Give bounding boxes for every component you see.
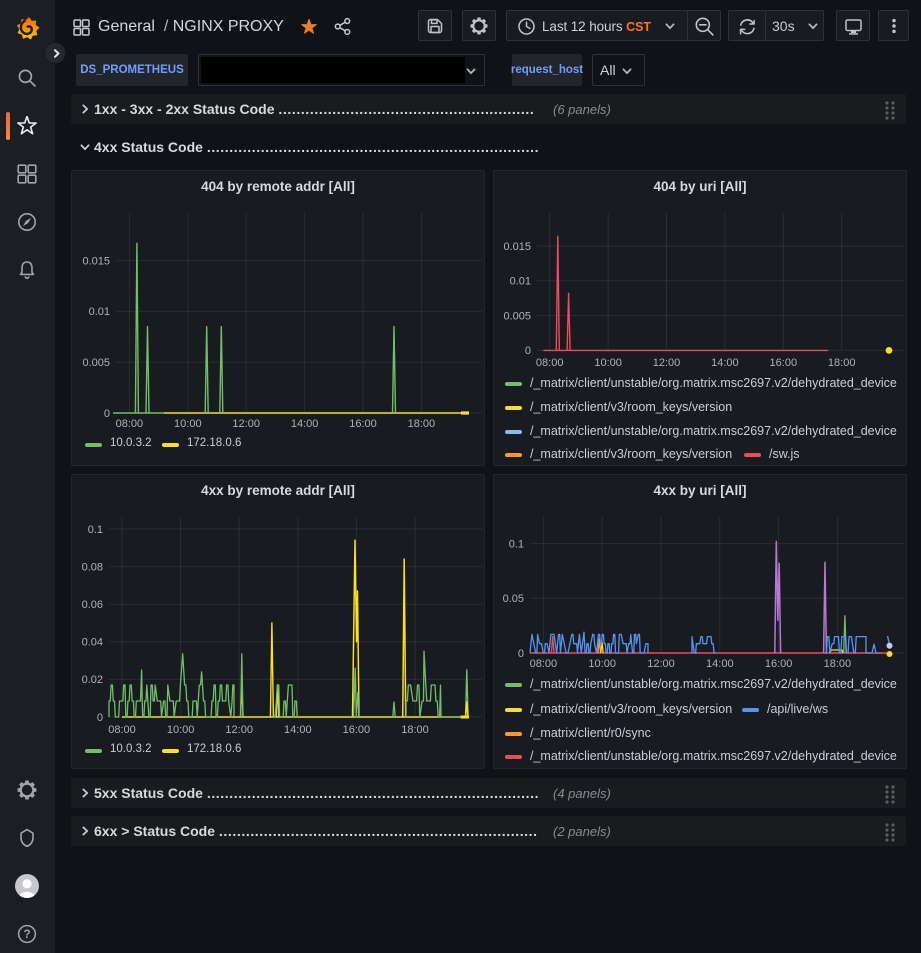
svg-text:16:00: 16:00 bbox=[343, 724, 371, 736]
svg-text:18:00: 18:00 bbox=[828, 357, 856, 369]
svg-text:10:00: 10:00 bbox=[588, 658, 616, 670]
svg-text:0.02: 0.02 bbox=[82, 674, 103, 686]
svg-text:08:00: 08:00 bbox=[108, 724, 136, 736]
svg-text:0: 0 bbox=[518, 648, 524, 660]
svg-text:18:00: 18:00 bbox=[408, 418, 436, 430]
svg-text:10:00: 10:00 bbox=[174, 418, 202, 430]
svg-text:0.01: 0.01 bbox=[89, 306, 110, 318]
svg-text:0.005: 0.005 bbox=[503, 310, 531, 322]
svg-text:14:00: 14:00 bbox=[291, 418, 319, 430]
svg-text:14:00: 14:00 bbox=[711, 357, 739, 369]
svg-text:0.05: 0.05 bbox=[503, 593, 524, 605]
svg-text:0: 0 bbox=[525, 345, 531, 357]
svg-text:08:00: 08:00 bbox=[530, 658, 558, 670]
svg-text:?: ? bbox=[23, 928, 30, 941]
svg-text:12:00: 12:00 bbox=[653, 357, 681, 369]
svg-text:18:00: 18:00 bbox=[401, 724, 429, 736]
svg-text:18:00: 18:00 bbox=[824, 658, 852, 670]
svg-text:08:00: 08:00 bbox=[116, 418, 144, 430]
svg-text:12:00: 12:00 bbox=[225, 724, 253, 736]
svg-text:10:00: 10:00 bbox=[167, 724, 195, 736]
svg-text:0.06: 0.06 bbox=[82, 599, 103, 611]
svg-text:16:00: 16:00 bbox=[765, 658, 793, 670]
svg-text:0.04: 0.04 bbox=[82, 637, 103, 649]
svg-text:0.015: 0.015 bbox=[503, 241, 531, 253]
svg-text:14:00: 14:00 bbox=[284, 724, 312, 736]
svg-text:0.01: 0.01 bbox=[510, 276, 531, 288]
svg-text:12:00: 12:00 bbox=[232, 418, 260, 430]
svg-text:0: 0 bbox=[97, 712, 103, 724]
svg-text:0.08: 0.08 bbox=[82, 561, 103, 573]
svg-text:14:00: 14:00 bbox=[706, 658, 734, 670]
svg-text:16:00: 16:00 bbox=[770, 357, 798, 369]
svg-text:0.015: 0.015 bbox=[82, 255, 110, 267]
svg-text:08:00: 08:00 bbox=[536, 357, 564, 369]
svg-text:0: 0 bbox=[104, 408, 110, 420]
svg-text:10:00: 10:00 bbox=[594, 357, 622, 369]
svg-text:0.005: 0.005 bbox=[82, 357, 110, 369]
svg-text:0.1: 0.1 bbox=[509, 538, 524, 550]
svg-text:16:00: 16:00 bbox=[349, 418, 377, 430]
svg-text:0.1: 0.1 bbox=[88, 524, 103, 536]
svg-text:12:00: 12:00 bbox=[647, 658, 675, 670]
